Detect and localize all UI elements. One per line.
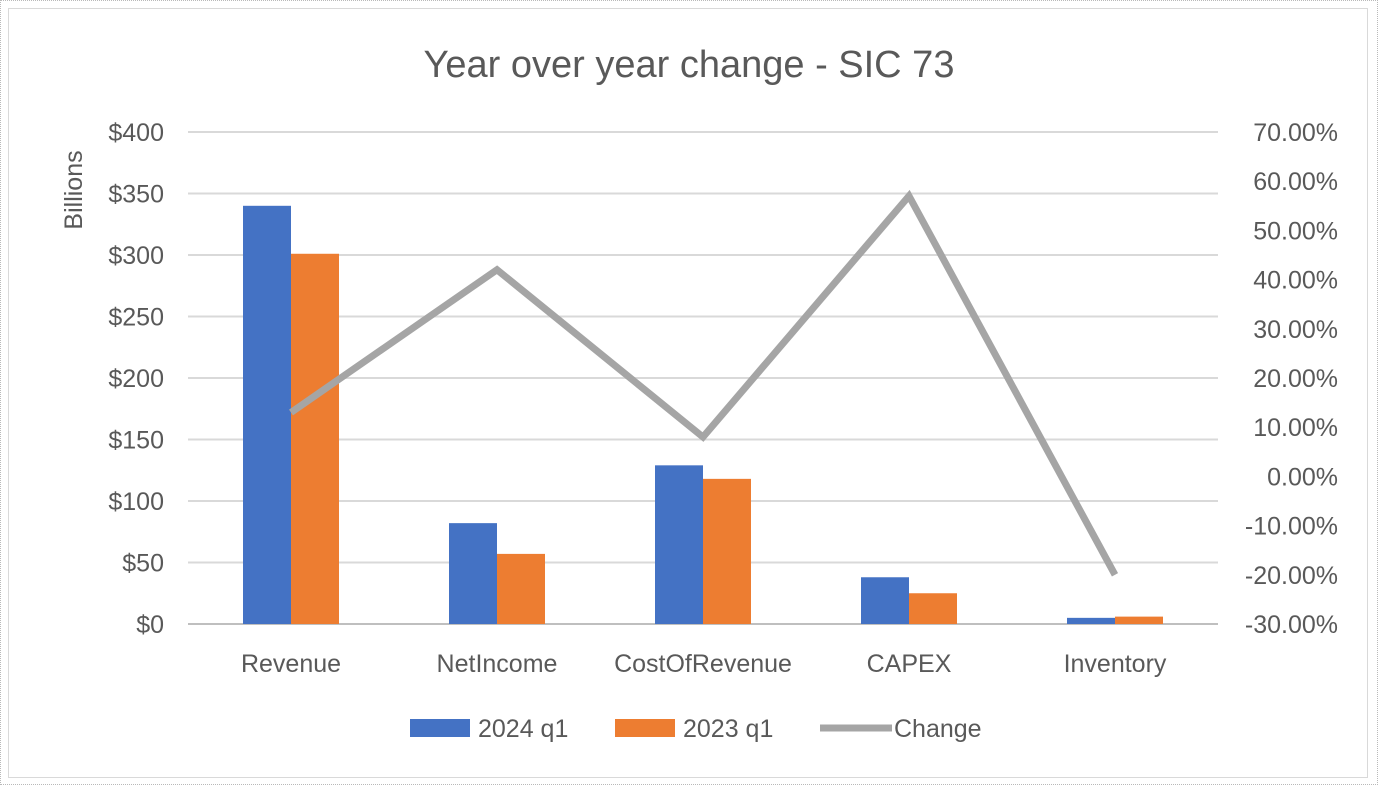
line-change bbox=[289, 189, 1119, 577]
legend-label: Change bbox=[894, 715, 982, 743]
y-tick-label: $300 bbox=[108, 242, 164, 270]
y2-tick-label: -20.00% bbox=[1245, 562, 1338, 590]
bar-2024-q1 bbox=[861, 577, 909, 624]
chart-area bbox=[8, 8, 1368, 778]
gridlines bbox=[188, 131, 1218, 625]
bar-2024-q1 bbox=[655, 465, 703, 624]
y-axis-title: Billions bbox=[60, 150, 88, 229]
legend-label: 2024 q1 bbox=[478, 715, 568, 743]
y2-tick-label: 0.00% bbox=[1267, 463, 1338, 491]
bar-2023-q1 bbox=[497, 553, 545, 624]
bar-2023-q1 bbox=[1115, 616, 1163, 624]
bar-2023-q1 bbox=[291, 253, 339, 624]
legend-swatch bbox=[410, 719, 470, 737]
y-tick-label: $350 bbox=[108, 181, 164, 209]
chart-title: Year over year change - SIC 73 bbox=[424, 44, 955, 86]
line-series bbox=[289, 189, 1119, 577]
y2-tick-label: -30.00% bbox=[1245, 611, 1338, 639]
y-tick-label: $400 bbox=[108, 119, 164, 147]
y-tick-label: $100 bbox=[108, 488, 164, 516]
y-tick-label: $150 bbox=[108, 427, 164, 455]
y2-tick-label: 40.00% bbox=[1253, 267, 1338, 295]
x-tick-label: Inventory bbox=[1064, 650, 1167, 678]
bar-2023-q1 bbox=[703, 478, 751, 624]
y-tick-label: $250 bbox=[108, 304, 164, 332]
bar-2024-q1 bbox=[243, 205, 291, 625]
y2-tick-label: 10.00% bbox=[1253, 414, 1338, 442]
bar-2024-q1 bbox=[1067, 617, 1115, 624]
x-tick-label: CAPEX bbox=[867, 650, 952, 678]
bar-2024-q1 bbox=[449, 523, 497, 624]
y2-tick-label: 30.00% bbox=[1253, 316, 1338, 344]
bar-2023-q1 bbox=[909, 593, 957, 624]
y-tick-label: $200 bbox=[108, 365, 164, 393]
x-tick-label: NetIncome bbox=[437, 650, 558, 678]
x-axis-ticks: Revenue NetIncome CostOfRevenue CAPEX Invent… bbox=[241, 650, 1167, 678]
y2-tick-label: 50.00% bbox=[1253, 217, 1338, 245]
y2-axis-ticks: -30.00% -20.00% -10.00% 0.00% 10.00% 20.00% 30… bbox=[1245, 119, 1338, 639]
x-tick-label: CostOfRevenue bbox=[614, 650, 792, 678]
legend-label: 2023 q1 bbox=[683, 715, 773, 743]
y2-tick-label: 20.00% bbox=[1253, 365, 1338, 393]
legend-swatch bbox=[615, 719, 675, 737]
y-tick-label: $0 bbox=[136, 611, 164, 639]
y2-tick-label: 70.00% bbox=[1253, 119, 1338, 147]
y2-tick-label: 60.00% bbox=[1253, 168, 1338, 196]
y-tick-label: $50 bbox=[122, 550, 164, 578]
y-axis-ticks: $0 $50 $100 $150 $200 $250 $300 $350 $400 bbox=[108, 119, 164, 639]
y2-tick-label: -10.00% bbox=[1245, 513, 1338, 541]
legend: 2024 q1 2023 q1 Change bbox=[410, 715, 982, 743]
x-tick-label: Revenue bbox=[241, 650, 341, 678]
bar-series bbox=[243, 205, 1163, 625]
